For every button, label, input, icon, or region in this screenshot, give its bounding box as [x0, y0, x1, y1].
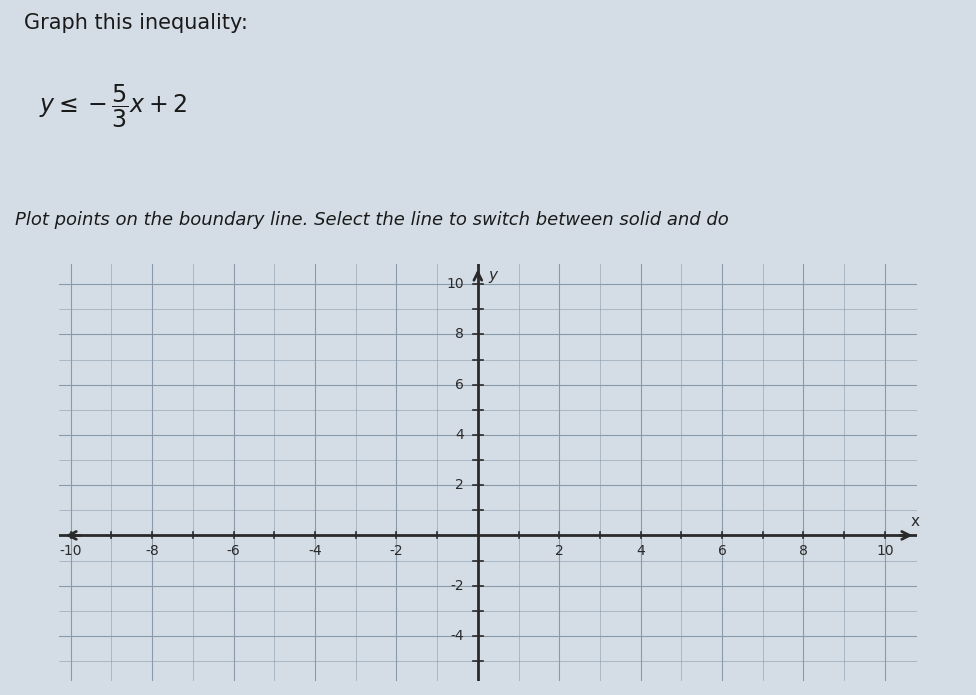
Text: x: x	[911, 514, 920, 529]
Text: Graph this inequality:: Graph this inequality:	[24, 13, 248, 33]
Text: 8: 8	[455, 327, 464, 341]
Text: -2: -2	[450, 579, 464, 593]
Text: 10: 10	[876, 544, 894, 558]
Text: 8: 8	[799, 544, 808, 558]
Text: Plot points on the boundary line. Select the line to switch between solid and do: Plot points on the boundary line. Select…	[15, 211, 728, 229]
Text: -6: -6	[226, 544, 240, 558]
Text: 6: 6	[455, 377, 464, 392]
Text: 6: 6	[717, 544, 726, 558]
Text: 10: 10	[446, 277, 464, 291]
Text: -4: -4	[450, 629, 464, 643]
Text: -2: -2	[389, 544, 403, 558]
Text: $y \leq -\dfrac{5}{3}x + 2$: $y \leq -\dfrac{5}{3}x + 2$	[39, 82, 187, 130]
Text: 4: 4	[455, 428, 464, 442]
Text: 2: 2	[455, 478, 464, 492]
Text: -8: -8	[145, 544, 159, 558]
Text: -4: -4	[308, 544, 322, 558]
Text: 2: 2	[555, 544, 563, 558]
Text: -10: -10	[60, 544, 82, 558]
Text: 4: 4	[636, 544, 645, 558]
Text: y: y	[488, 268, 497, 283]
